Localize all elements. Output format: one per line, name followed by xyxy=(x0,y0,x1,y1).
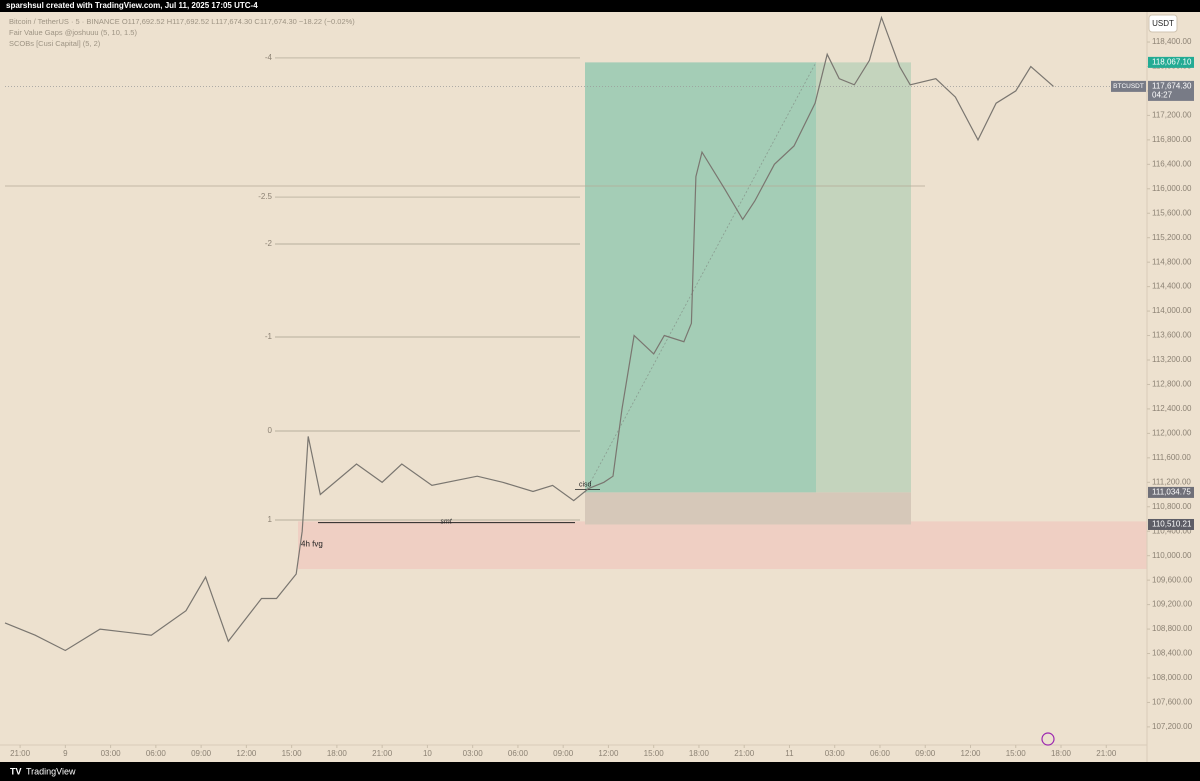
x-tick-label: 15:00 xyxy=(1006,749,1027,758)
currency-box[interactable] xyxy=(1148,14,1178,33)
footer-logo: TV xyxy=(10,766,22,776)
y-tick-label: 116,000.00 xyxy=(1152,184,1192,193)
x-tick-label: 15:00 xyxy=(282,749,303,758)
symbol-tag xyxy=(1111,80,1146,92)
price-badge-label: 118,067.10 xyxy=(1152,57,1192,66)
y-tick-label: 116,400.00 xyxy=(1152,159,1192,168)
x-tick-label: 09:00 xyxy=(191,749,212,758)
x-tick-label: 21:00 xyxy=(372,749,393,758)
header-bar xyxy=(0,0,1200,12)
x-tick-label: 06:00 xyxy=(870,749,891,758)
x-tick-label: 21:00 xyxy=(1096,749,1117,758)
x-tick-label: 03:00 xyxy=(101,749,122,758)
legend-line: Bitcoin / TetherUS · 5 · BINANCE O117,69… xyxy=(9,17,355,26)
y-tick-label: 108,400.00 xyxy=(1152,649,1193,658)
x-tick-label: 10 xyxy=(423,749,432,758)
fvg-zone xyxy=(298,521,1147,570)
fib-label: 1 xyxy=(268,515,273,524)
y-tick-label: 113,600.00 xyxy=(1152,331,1192,340)
x-tick-label: 9 xyxy=(63,749,68,758)
currency-label: USDT xyxy=(1152,19,1174,28)
cisd-label: cisd xyxy=(579,481,592,488)
x-tick-label: 06:00 xyxy=(146,749,167,758)
alert-icon[interactable] xyxy=(1041,732,1055,746)
y-tick-label: 112,000.00 xyxy=(1152,428,1192,437)
x-tick-label: 21:00 xyxy=(734,749,755,758)
fib-label: -2 xyxy=(265,239,273,248)
x-tick-label: 21:00 xyxy=(10,749,31,758)
y-tick-label: 115,600.00 xyxy=(1152,208,1192,217)
zone-label: 4h fvg xyxy=(301,540,323,549)
y-tick-label: 109,200.00 xyxy=(1152,600,1193,609)
y-tick-label: 116,800.00 xyxy=(1152,135,1192,144)
x-tick-label: 18:00 xyxy=(689,749,710,758)
target-path xyxy=(584,62,817,493)
x-tick-label: 11 xyxy=(785,749,794,758)
y-tick-label: 107,200.00 xyxy=(1152,722,1193,731)
y-tick-label: 108,800.00 xyxy=(1152,624,1193,633)
y-tick-label: 112,800.00 xyxy=(1152,380,1192,389)
countdown-label: 04:27 xyxy=(1152,91,1173,100)
y-tick-label: 110,000.00 xyxy=(1152,551,1192,560)
y-tick-label: 114,800.00 xyxy=(1152,257,1192,266)
y-tick-label: 111,200.00 xyxy=(1152,477,1191,486)
x-tick-label: 12:00 xyxy=(598,749,619,758)
price-badge-label: 110,510.21 xyxy=(1152,520,1192,529)
x-tick-label: 12:00 xyxy=(236,749,257,758)
legend-line: Fair Value Gaps @joshuuu (5, 10, 1.5) xyxy=(9,28,137,37)
legend-line: SCOBs [Cusi Capital] (5, 2) xyxy=(9,39,101,48)
y-tick-label: 113,200.00 xyxy=(1152,355,1192,364)
x-tick-label: 18:00 xyxy=(327,749,348,758)
price-badge-label: 117,674.30 xyxy=(1152,82,1192,91)
price-line xyxy=(4,15,1054,652)
y-tick-label: 108,000.00 xyxy=(1152,673,1193,682)
y-tick-label: 115,200.00 xyxy=(1152,233,1192,242)
x-tick-label: 15:00 xyxy=(644,749,665,758)
footer-text: TradingView xyxy=(26,766,76,776)
smt-label: smt xyxy=(440,519,452,526)
y-tick-label: 114,000.00 xyxy=(1152,306,1192,315)
price-badge xyxy=(1148,56,1194,68)
stop-zone xyxy=(585,492,911,525)
y-tick-label: 110,400.00 xyxy=(1152,526,1192,535)
fib-label: -2.5 xyxy=(258,192,272,201)
price-badge-label: 111,034.75 xyxy=(1152,488,1191,497)
y-tick-label: 112,400.00 xyxy=(1152,404,1192,413)
y-tick-label: 117,200.00 xyxy=(1152,111,1192,120)
fib-label: -4 xyxy=(265,53,273,62)
x-tick-label: 18:00 xyxy=(1051,749,1072,758)
fib-label: 0 xyxy=(268,426,273,435)
y-tick-label: 110,800.00 xyxy=(1152,502,1192,511)
price-badge xyxy=(1148,80,1194,101)
y-tick-label: 118,400.00 xyxy=(1152,37,1192,46)
header-text: sparshsul created with TradingView.com, … xyxy=(6,1,258,10)
price-badge xyxy=(1148,486,1194,498)
symbol-tag-label: BTCUSDT xyxy=(1113,83,1144,90)
y-tick-label: 114,400.00 xyxy=(1152,282,1192,291)
y-tick-label: 109,600.00 xyxy=(1152,575,1193,584)
x-tick-label: 09:00 xyxy=(915,749,936,758)
fib-label: -1 xyxy=(265,332,273,341)
x-tick-label: 12:00 xyxy=(960,749,981,758)
x-tick-label: 09:00 xyxy=(553,749,574,758)
profit-zone-rest xyxy=(816,62,911,493)
y-tick-label: 107,600.00 xyxy=(1152,698,1193,707)
footer-bar xyxy=(0,762,1200,781)
price-badge xyxy=(1148,518,1194,530)
x-tick-label: 03:00 xyxy=(825,749,846,758)
x-tick-label: 06:00 xyxy=(508,749,529,758)
x-tick-label: 03:00 xyxy=(463,749,484,758)
y-tick-label: 111,600.00 xyxy=(1152,453,1191,462)
